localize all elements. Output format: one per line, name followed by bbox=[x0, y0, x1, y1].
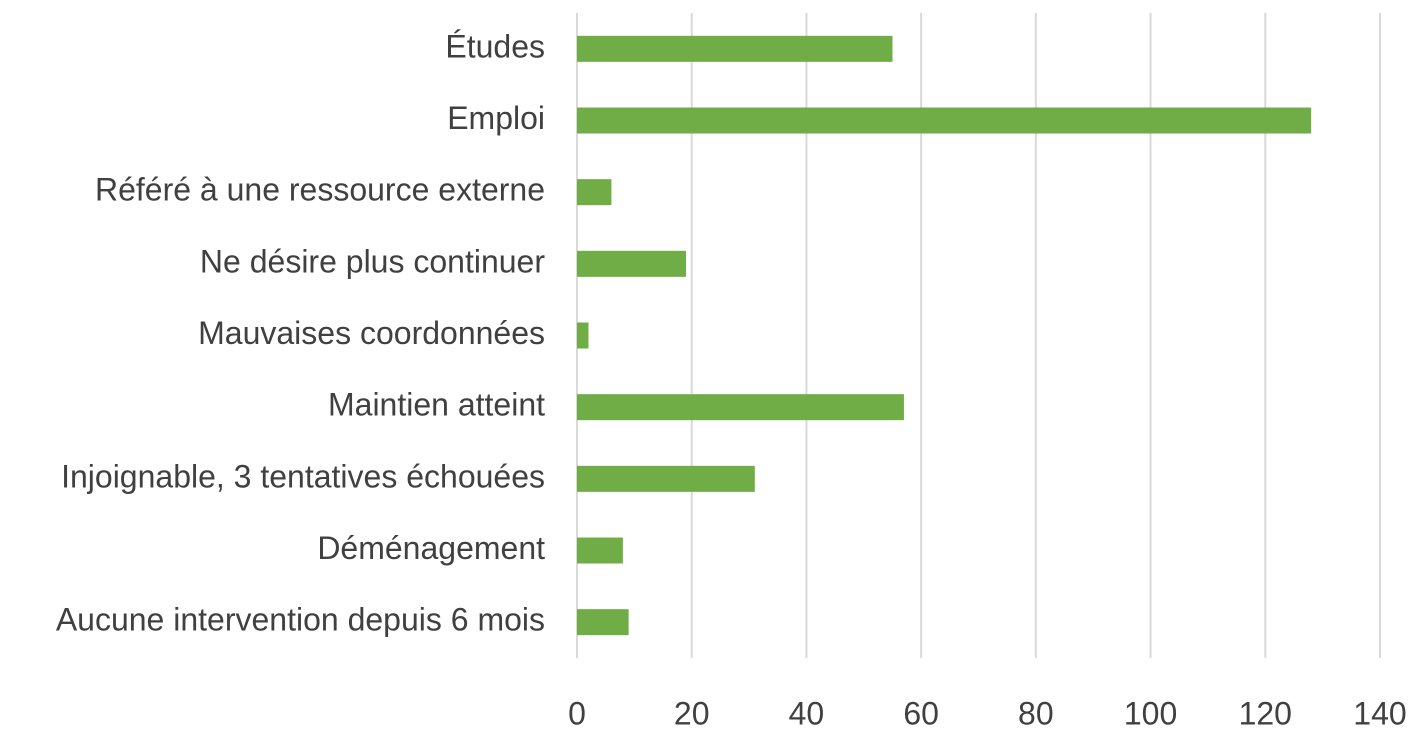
y-tick-label: Mauvaises coordonnées bbox=[198, 315, 545, 351]
x-tick-label: 140 bbox=[1353, 695, 1406, 729]
bar bbox=[577, 465, 755, 492]
y-tick-label: Référé à une ressource externe bbox=[95, 172, 545, 208]
bar bbox=[577, 107, 1312, 134]
x-tick-label: 80 bbox=[1018, 695, 1054, 729]
x-tick-label: 120 bbox=[1239, 695, 1292, 729]
bar bbox=[577, 250, 686, 277]
y-tick-label: Aucune intervention depuis 6 mois bbox=[56, 602, 545, 638]
y-tick-label: Injoignable, 3 tentatives échouées bbox=[61, 458, 545, 494]
y-tick-label: Emploi bbox=[447, 100, 545, 136]
bar bbox=[577, 537, 623, 564]
y-tick-label: Déménagement bbox=[317, 530, 545, 566]
y-tick-label: Maintien atteint bbox=[328, 387, 545, 423]
bar bbox=[577, 394, 904, 421]
bar bbox=[577, 322, 589, 349]
bar bbox=[577, 609, 629, 636]
x-tick-label: 60 bbox=[903, 695, 939, 729]
y-tick-label: Ne désire plus continuer bbox=[200, 243, 545, 279]
x-tick-label: 100 bbox=[1124, 695, 1177, 729]
x-tick-label: 0 bbox=[568, 695, 586, 729]
bar bbox=[577, 179, 612, 206]
x-tick-label: 40 bbox=[789, 695, 825, 729]
y-tick-label: Études bbox=[445, 28, 545, 64]
bar bbox=[577, 35, 893, 62]
x-tick-label: 20 bbox=[674, 695, 710, 729]
